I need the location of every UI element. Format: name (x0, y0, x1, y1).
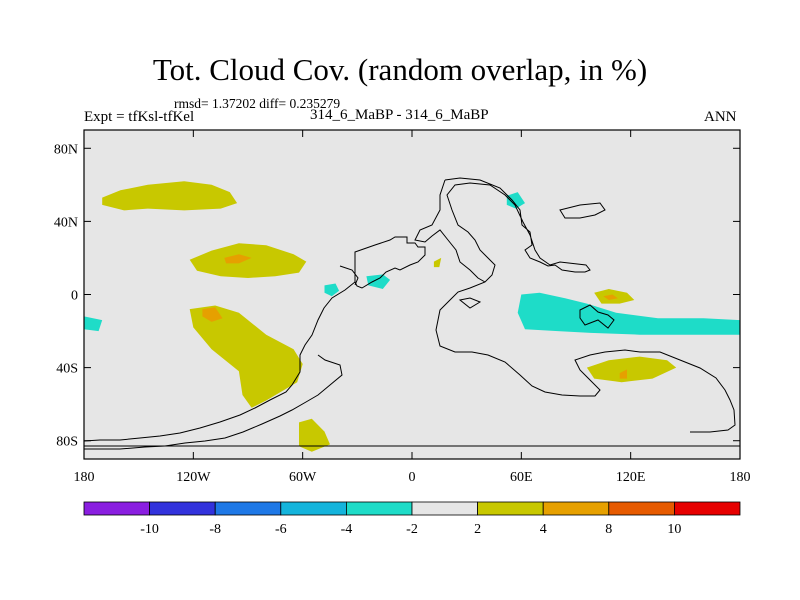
colorbar-label: 10 (667, 522, 681, 537)
colorbar-swatch-3 (280, 501, 347, 516)
x-tick-label: 0 (409, 470, 416, 485)
contour-region-7 (366, 274, 391, 289)
colorbar-swatch-0 (83, 501, 150, 516)
x-tick-label: 60W (289, 470, 317, 485)
colorbar-swatch-7 (542, 501, 610, 516)
season-label: ANN (704, 109, 737, 125)
contour-region-11 (603, 294, 618, 300)
colorbar-label: -4 (341, 522, 353, 537)
x-tick-label: 180 (74, 470, 95, 485)
y-tick-label: 40S (56, 362, 78, 377)
contour-region-8 (433, 257, 442, 268)
colorbar-label: 8 (605, 522, 612, 537)
coastline-central-america (339, 265, 359, 286)
x-tick-label: 60E (510, 470, 533, 485)
colorbar-label: -6 (275, 522, 287, 537)
experiment-label: Expt = tfKsl-tfKel (84, 109, 195, 125)
contour-region-12 (586, 356, 677, 383)
colorbar-swatch-1 (149, 501, 216, 516)
colorbar-label: -8 (209, 522, 221, 537)
colorbar-swatch-8 (608, 501, 675, 516)
contour-region-2 (224, 254, 252, 264)
y-tick-label: 0 (71, 289, 78, 304)
contour-region-1 (189, 243, 307, 278)
colorbar: -10 -8 -6 -4 -2 2 4 8 10 (83, 501, 741, 537)
axes: 180 120W 60W 0 60E 120E 180 80N 40N 0 40S 80S (54, 130, 751, 485)
colorbar-swatch-5 (411, 501, 478, 516)
contour-region-4 (202, 307, 223, 322)
colorbar-swatch-6 (477, 501, 544, 516)
chart-title: Tot. Cloud Cov. (random overlap, in %) (152, 52, 648, 87)
y-tick-label: 80N (54, 142, 78, 157)
stats-label: rmsd= 1.37202 diff= 0.235279 (174, 96, 341, 111)
colorbar-label: 2 (474, 522, 481, 537)
coastline-arabia (458, 297, 482, 309)
x-tick-label: 120W (176, 470, 211, 485)
contour-region-5 (84, 316, 103, 332)
coastline-southeast-asia (579, 304, 615, 329)
coastline-andes (84, 354, 343, 450)
colorbar-swatch-2 (214, 501, 282, 516)
contour-region-6 (324, 283, 340, 297)
coastline (83, 177, 740, 450)
y-tick-label: 80S (56, 435, 78, 450)
coastline-south-america (83, 281, 356, 442)
colorbar-swatch-9 (674, 501, 741, 516)
contour-region-3 (189, 305, 303, 408)
contour-region-0 (102, 181, 238, 211)
coastline-americas (354, 236, 426, 289)
coastline-africa-europe (435, 177, 736, 433)
coastline-asia-east (559, 202, 606, 219)
contour-regions (84, 181, 740, 452)
coastline-europe-north (414, 179, 486, 283)
contour-region-9 (517, 292, 740, 335)
colorbar-label: -10 (140, 522, 159, 537)
contour-region-13 (619, 369, 627, 379)
map-background (84, 130, 740, 459)
colorbar-swatch-4 (345, 501, 413, 516)
contour-region-15 (506, 192, 525, 209)
colorbar-label: 4 (540, 522, 547, 537)
y-tick-label: 40N (54, 215, 78, 230)
cases-label: 314_6_MaBP - 314_6_MaBP (310, 107, 489, 123)
x-tick-label: 180 (730, 470, 751, 485)
contour-region-14 (299, 418, 330, 452)
x-tick-label: 120E (616, 470, 646, 485)
colorbar-label: -2 (406, 522, 418, 537)
